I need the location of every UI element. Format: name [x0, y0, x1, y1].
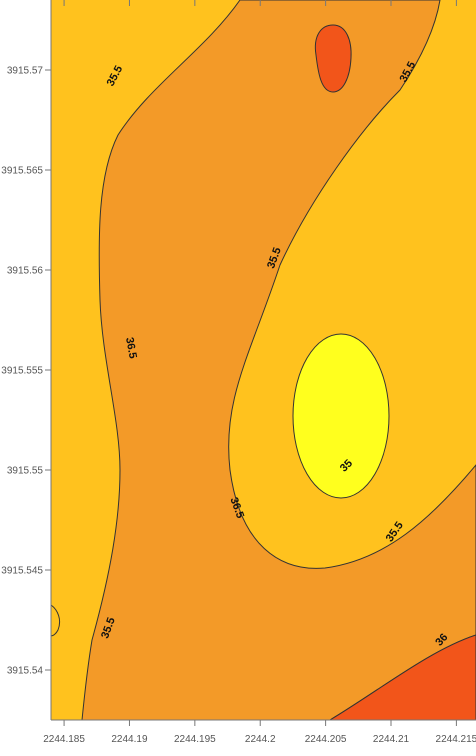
y-tick-label: 3915.56 — [7, 266, 44, 277]
x-axis: 2244.185 2244.19 2244.195 2244.2 2244.205 224… — [43, 0, 476, 745]
x-tick-label: 2244.21 — [373, 734, 410, 745]
x-tick-label: 2244.2 — [245, 734, 276, 745]
y-tick-label: 3915.545 — [1, 566, 43, 577]
x-tick-label: 2244.215 — [436, 734, 476, 745]
band-left-edge — [50, 604, 61, 637]
y-tick-label: 3915.555 — [1, 366, 43, 377]
band-36-5-top — [314, 24, 352, 93]
y-tick-label: 3915.57 — [7, 66, 44, 77]
x-tick-label: 2244.19 — [111, 734, 148, 745]
contour-label: 36.5 — [123, 336, 139, 359]
y-tick-label: 3915.54 — [7, 666, 44, 677]
y-axis: 3915.57 3915.565 3915.56 3915.555 3915.55 391… — [1, 66, 51, 677]
x-tick-label: 2244.185 — [43, 734, 85, 745]
y-tick-label: 3915.55 — [7, 466, 44, 477]
x-tick-label: 2244.195 — [174, 734, 216, 745]
band-35 — [292, 333, 390, 499]
x-tick-label: 2244.205 — [305, 734, 347, 745]
y-tick-label: 3915.565 — [1, 166, 43, 177]
